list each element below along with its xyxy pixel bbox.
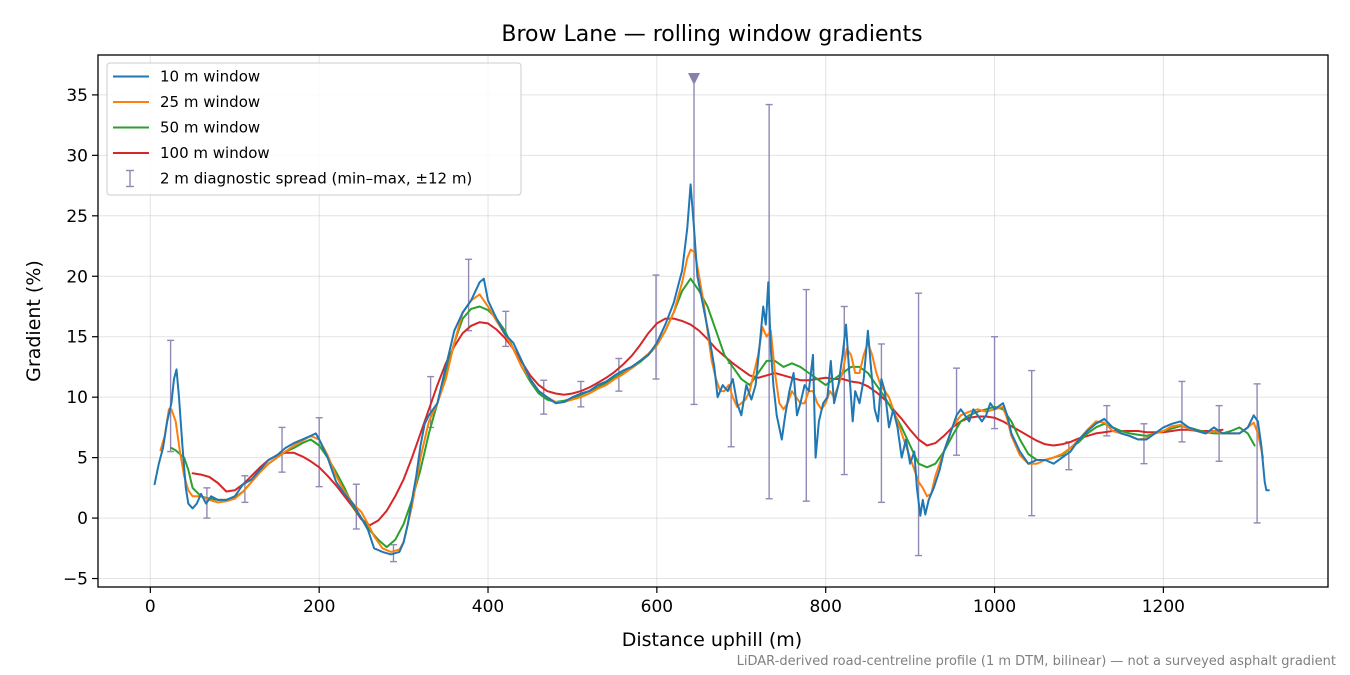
clipped-spread-marker: [688, 72, 701, 85]
series-line-1: [153, 183, 1270, 556]
legend-items: 10 m window 25 m window 50 m window 100 m w…: [113, 68, 472, 188]
y-tick-label: 35: [66, 86, 88, 106]
x-tick-label: 200: [303, 597, 335, 617]
x-tick-label: 1200: [1142, 597, 1185, 617]
legend-label-1: 10 m window: [160, 68, 260, 86]
y-tick-label: 0: [77, 509, 88, 529]
y-tick-label: −5: [63, 570, 88, 590]
x-tick-label: 1000: [973, 597, 1016, 617]
x-tick-label: 600: [641, 597, 673, 617]
footnote: LiDAR-derived road-centreline profile (1…: [737, 654, 1336, 669]
y-tick-label: 20: [66, 267, 88, 287]
chart-title: Brow Lane — rolling window gradients: [501, 22, 922, 47]
diagnostic-spread-bars: [167, 83, 1261, 563]
series-lines: [153, 183, 1270, 556]
x-axis-label: Distance uphill (m): [622, 629, 802, 651]
legend-label-3: 50 m window: [160, 119, 260, 137]
y-tick-label: 5: [77, 449, 88, 469]
x-tick-label: 800: [809, 597, 841, 617]
y-axis-ticks: −5 0 5 10 15 20 25 30 35: [63, 86, 98, 590]
y-tick-label: 15: [66, 328, 88, 348]
x-tick-label: 400: [472, 597, 504, 617]
y-tick-label: 10: [66, 388, 88, 408]
legend-box: [106, 62, 522, 196]
series-line-2: [159, 248, 1264, 553]
legend: 10 m window 25 m window 50 m window 100 m w…: [106, 62, 522, 196]
y-tick-label: 25: [66, 207, 88, 227]
x-tick-label: 0: [145, 597, 156, 617]
clipped-markers: [688, 72, 701, 85]
y-tick-label: 30: [66, 146, 88, 166]
y-axis-label: Gradient (%): [23, 260, 45, 382]
legend-label-2: 25 m window: [160, 93, 260, 111]
plot-frame: [97, 54, 1329, 588]
x-axis-ticks: 0 200 400 600 800 1000 1200: [145, 587, 1185, 617]
legend-label-spread: 2 m diagnostic spread (min–max, ±12 m): [160, 170, 472, 188]
legend-label-4: 100 m window: [160, 144, 270, 162]
